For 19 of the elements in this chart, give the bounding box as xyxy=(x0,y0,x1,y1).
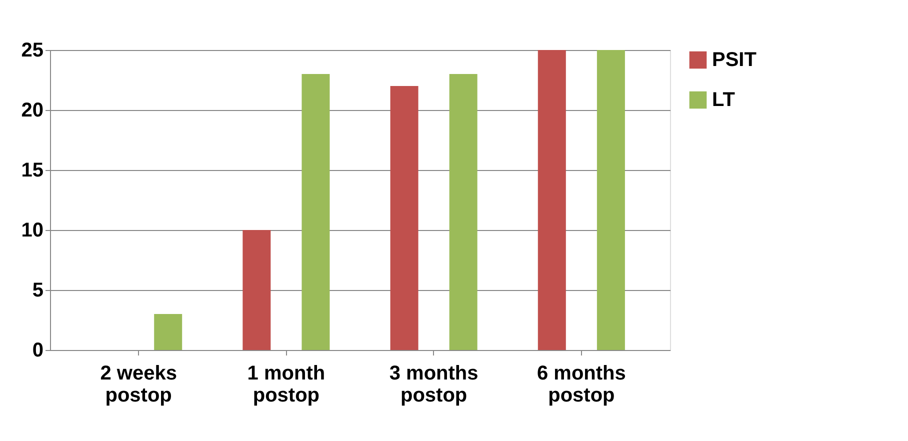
bar xyxy=(449,74,478,350)
bar xyxy=(390,86,418,350)
y-tick-label: 15 xyxy=(21,160,44,182)
legend-label: PSIT xyxy=(712,49,756,71)
bar xyxy=(242,230,271,350)
bar xyxy=(302,74,330,350)
y-tick-label: 20 xyxy=(21,100,44,122)
bar xyxy=(596,50,625,350)
y-tick-label: 5 xyxy=(32,280,44,302)
y-tick-label: 0 xyxy=(32,340,44,362)
bar xyxy=(154,314,182,350)
legend-label: LT xyxy=(712,89,735,111)
x-tick-label: 3 months postop xyxy=(389,362,478,406)
x-tick-label: 1 month postop xyxy=(247,362,326,406)
y-tick-label: 25 xyxy=(21,40,44,62)
y-tick-label: 10 xyxy=(21,220,44,242)
bar xyxy=(538,50,566,350)
x-tick-label: 2 weeks postop xyxy=(100,362,177,406)
x-tick-label: 6 months postop xyxy=(536,362,626,406)
